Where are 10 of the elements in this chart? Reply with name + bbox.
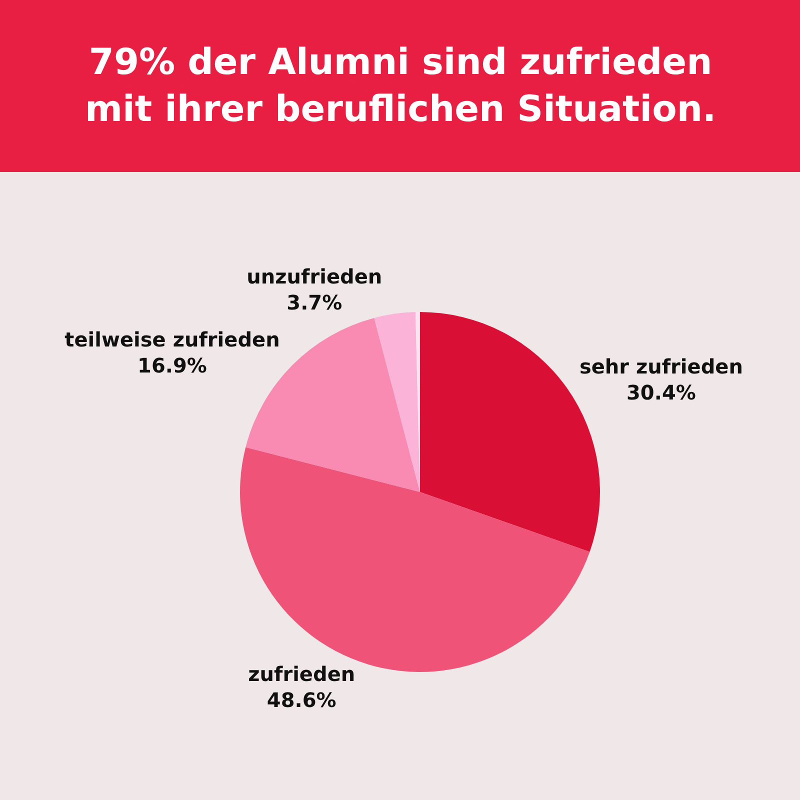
data-label: 48.6% [266, 688, 336, 712]
data-label: 3.7% [286, 290, 342, 314]
slice-label: zufrieden [248, 662, 356, 686]
pie-slice [374, 312, 420, 492]
data-label: 30.4% [626, 380, 696, 405]
slice-label: unzufrieden [246, 264, 382, 288]
slice-label: teilweise zufrieden [64, 328, 280, 352]
chart-title: 79% der Alumni sind zufrieden mit ihrer beruflichen Situation. [85, 42, 716, 130]
data-label: 16.9% [138, 354, 207, 378]
slice-label: sehr zufrieden [579, 354, 743, 379]
